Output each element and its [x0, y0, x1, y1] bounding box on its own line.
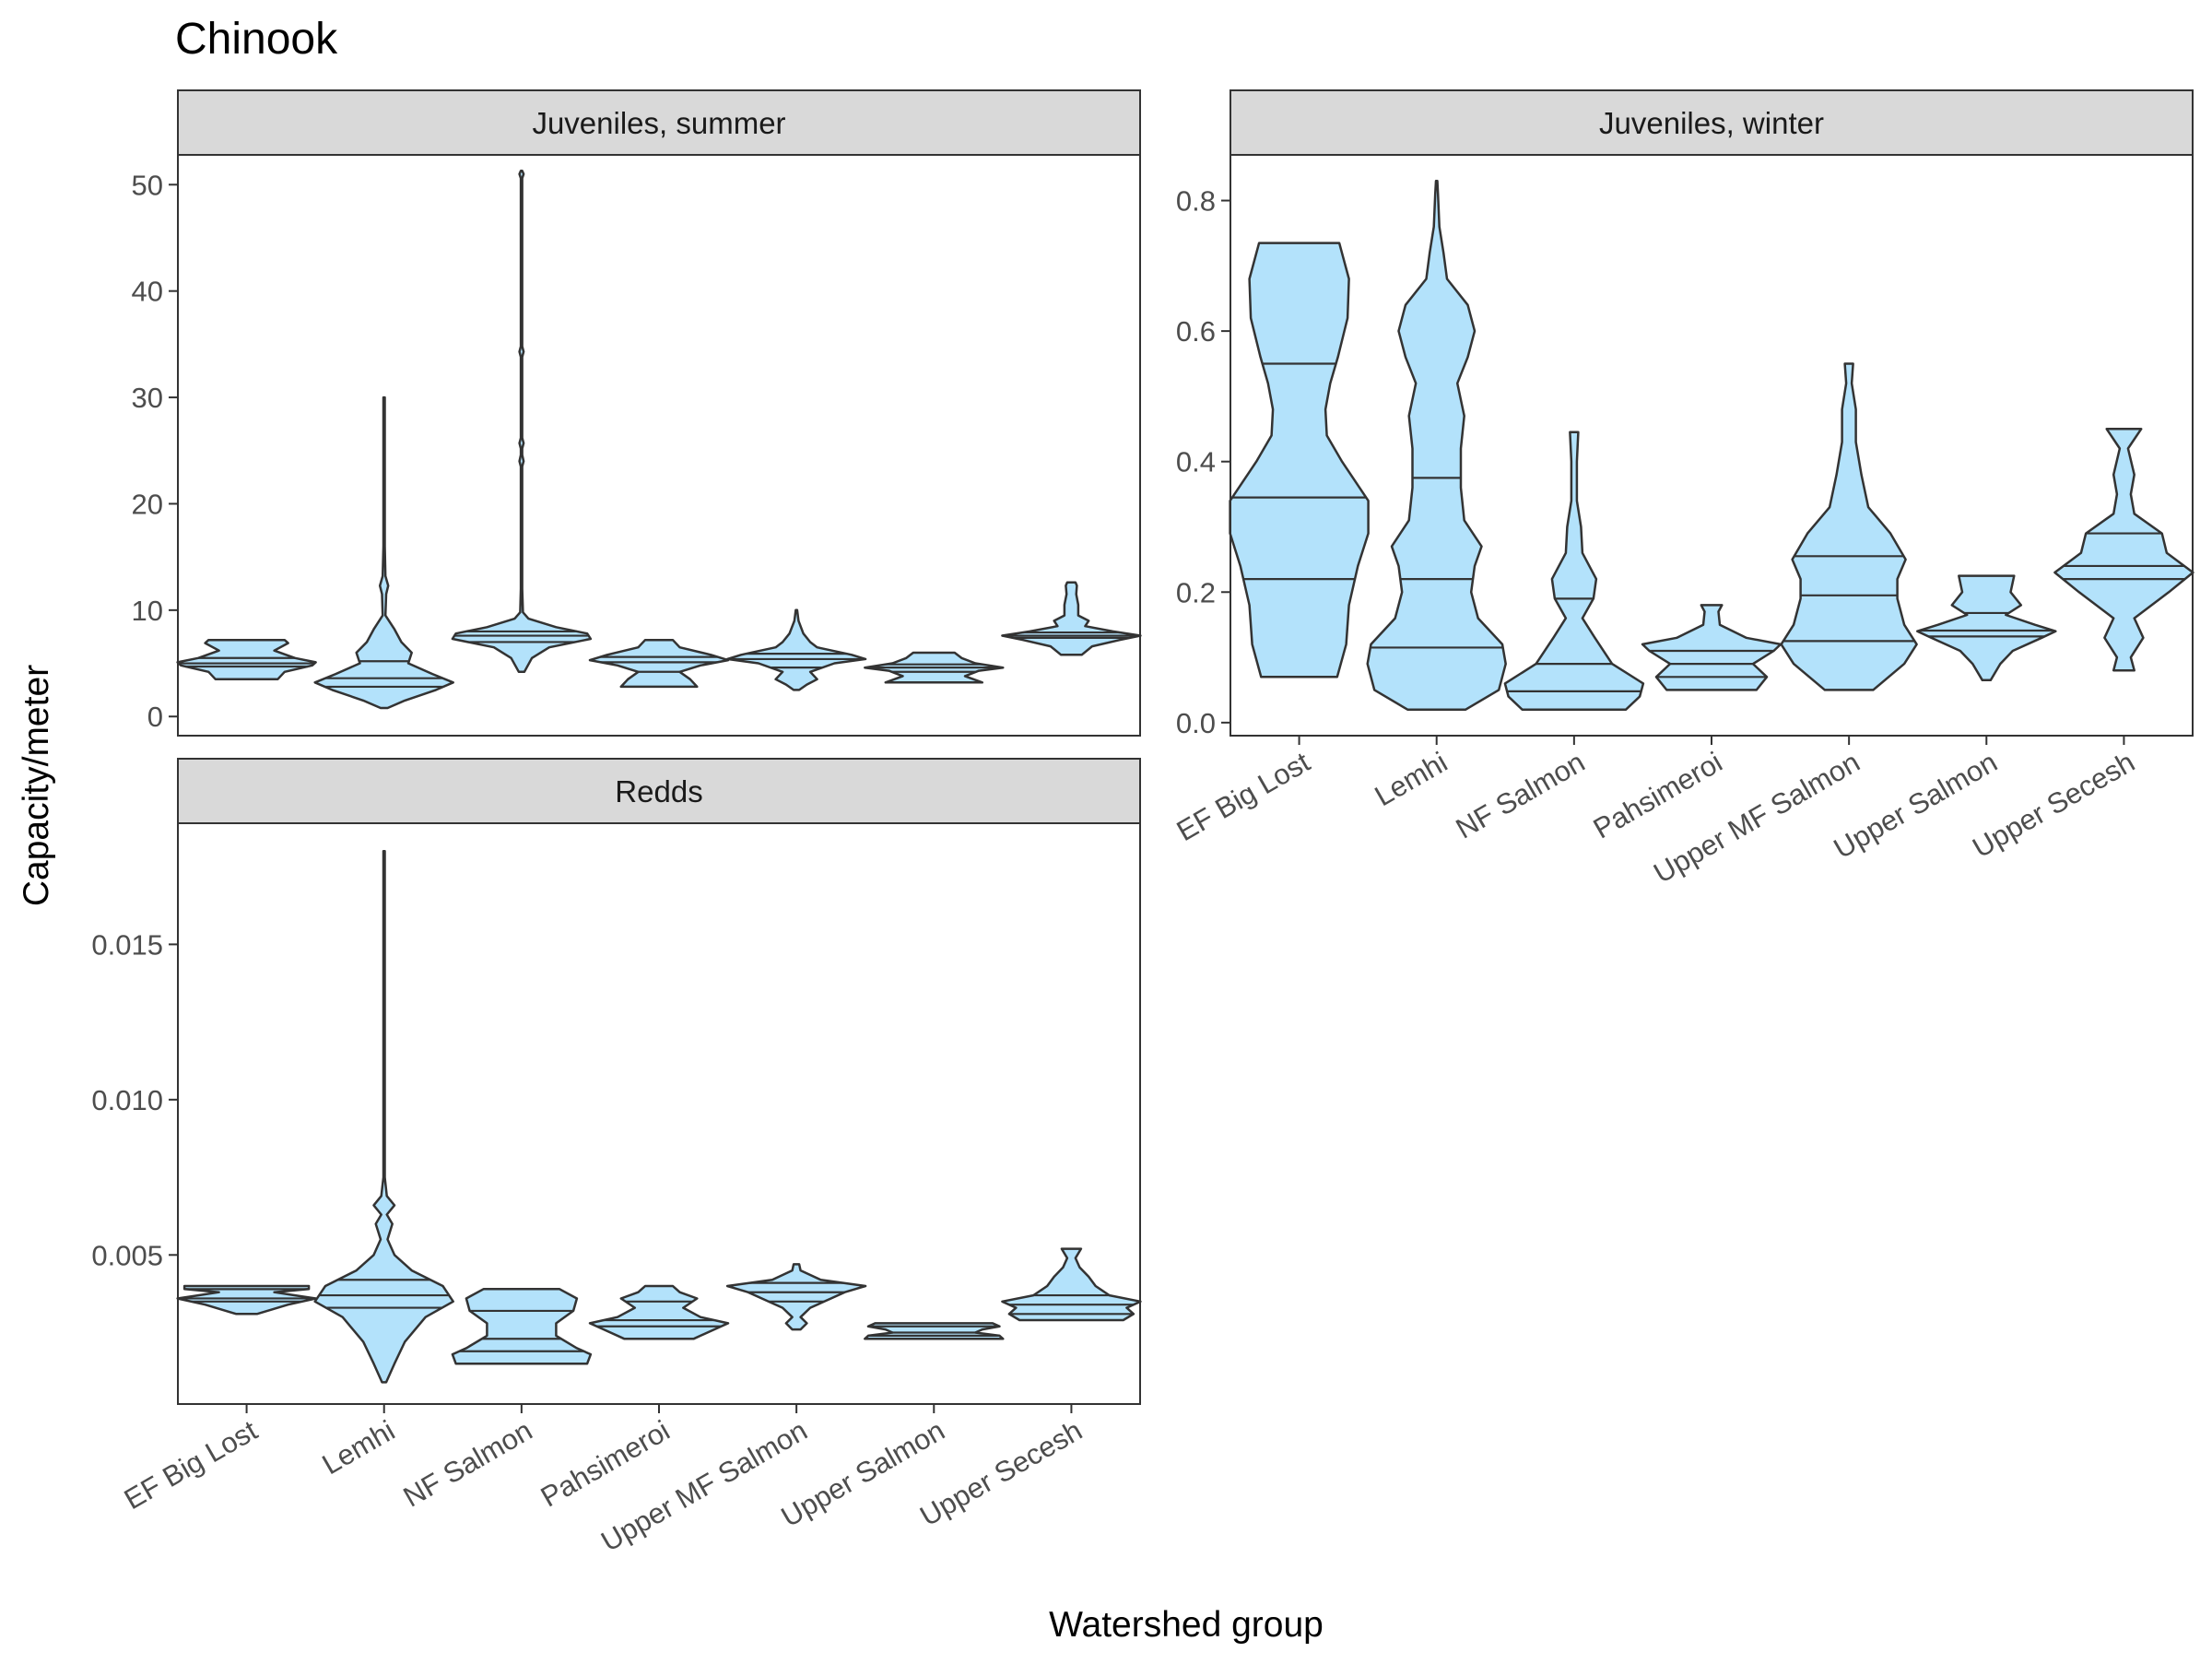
y-tick-label-juveniles-summer-1: 10 — [132, 595, 163, 627]
y-tick-label-redds-1: 0.010 — [91, 1084, 163, 1116]
y-tick-label-juveniles-winter-0: 0.0 — [1176, 707, 1216, 739]
violin-juveniles-winter-5 — [1916, 574, 2057, 682]
violin-redds-2 — [451, 1288, 593, 1365]
y-tick-label-juveniles-summer-0: 0 — [147, 701, 163, 733]
x-tick-label-redds-0: EF Big Lost — [119, 1414, 264, 1516]
y-tick-label-juveniles-summer-4: 40 — [132, 276, 163, 308]
panel-border-juveniles-summer — [177, 154, 1141, 737]
y-tick-label-juveniles-winter-4: 0.8 — [1176, 185, 1216, 218]
violin-juveniles-summer-3 — [588, 638, 730, 689]
x-axis-title: Watershed group — [1049, 1605, 1324, 1645]
y-tick-label-juveniles-summer-5: 50 — [132, 169, 163, 201]
facet-panels: Juveniles, summer 0 10 20 30 40 50 Juveniles, w… — [91, 89, 2194, 1558]
facet-juveniles-summer: Juveniles, summer 0 10 20 30 40 50 — [132, 89, 1142, 737]
x-tick-label-redds-1: Lemhi — [317, 1414, 401, 1481]
facet-strip-label-juveniles-winter: Juveniles, winter — [1599, 106, 1824, 140]
y-tick-label-redds-2: 0.015 — [91, 928, 163, 961]
y-tick-label-redds-0: 0.005 — [91, 1239, 163, 1271]
x-tick-label-juveniles-winter-2: NF Salmon — [1451, 746, 1591, 845]
violin-juveniles-summer-2 — [451, 170, 593, 674]
facet-strip-label-redds: Redds — [615, 774, 702, 808]
facet-strip-juveniles-winter — [1230, 89, 2194, 156]
violin-juveniles-winter-4 — [1780, 362, 1918, 691]
y-tick-label-juveniles-winter-1: 0.2 — [1176, 576, 1216, 608]
violin-redds-0 — [176, 1284, 317, 1316]
x-tick-label-juveniles-winter-1: Lemhi — [1370, 746, 1453, 813]
y-tick-label-juveniles-summer-2: 20 — [132, 488, 163, 520]
facet-strip-juveniles-summer — [177, 89, 1141, 156]
violin-redds-6 — [1001, 1247, 1142, 1322]
violin-juveniles-summer-0 — [176, 638, 317, 681]
violin-juveniles-winter-2 — [1503, 431, 1645, 711]
violin-juveniles-winter-0 — [1229, 242, 1370, 679]
chart-title: Chinook — [175, 15, 338, 64]
violin-juveniles-winter-6 — [2053, 428, 2194, 672]
x-tick-label-redds-2: NF Salmon — [398, 1414, 538, 1514]
violin-redds-3 — [588, 1284, 730, 1340]
facet-strip-label-juveniles-summer: Juveniles, summer — [532, 106, 785, 140]
x-tick-label-juveniles-winter-0: EF Big Lost — [1171, 746, 1316, 848]
facet-strip-redds — [177, 758, 1141, 824]
violin-redds-1 — [313, 850, 454, 1384]
violin-juveniles-summer-6 — [1001, 581, 1142, 656]
violin-juveniles-summer-1 — [313, 395, 454, 710]
facet-juveniles-winter: Juveniles, winter 0.0 0.2 0.4 0.6 0.8 EF Big L… — [1171, 89, 2194, 890]
violin-redds-4 — [725, 1263, 867, 1331]
violin-juveniles-winter-1 — [1366, 180, 1507, 711]
violin-juveniles-summer-4 — [725, 608, 867, 691]
y-tick-label-juveniles-summer-3: 30 — [132, 382, 163, 414]
y-tick-label-juveniles-winter-3: 0.6 — [1176, 315, 1216, 348]
y-axis-title: Capacity/meter — [17, 665, 56, 906]
y-tick-label-juveniles-winter-2: 0.4 — [1176, 446, 1216, 478]
